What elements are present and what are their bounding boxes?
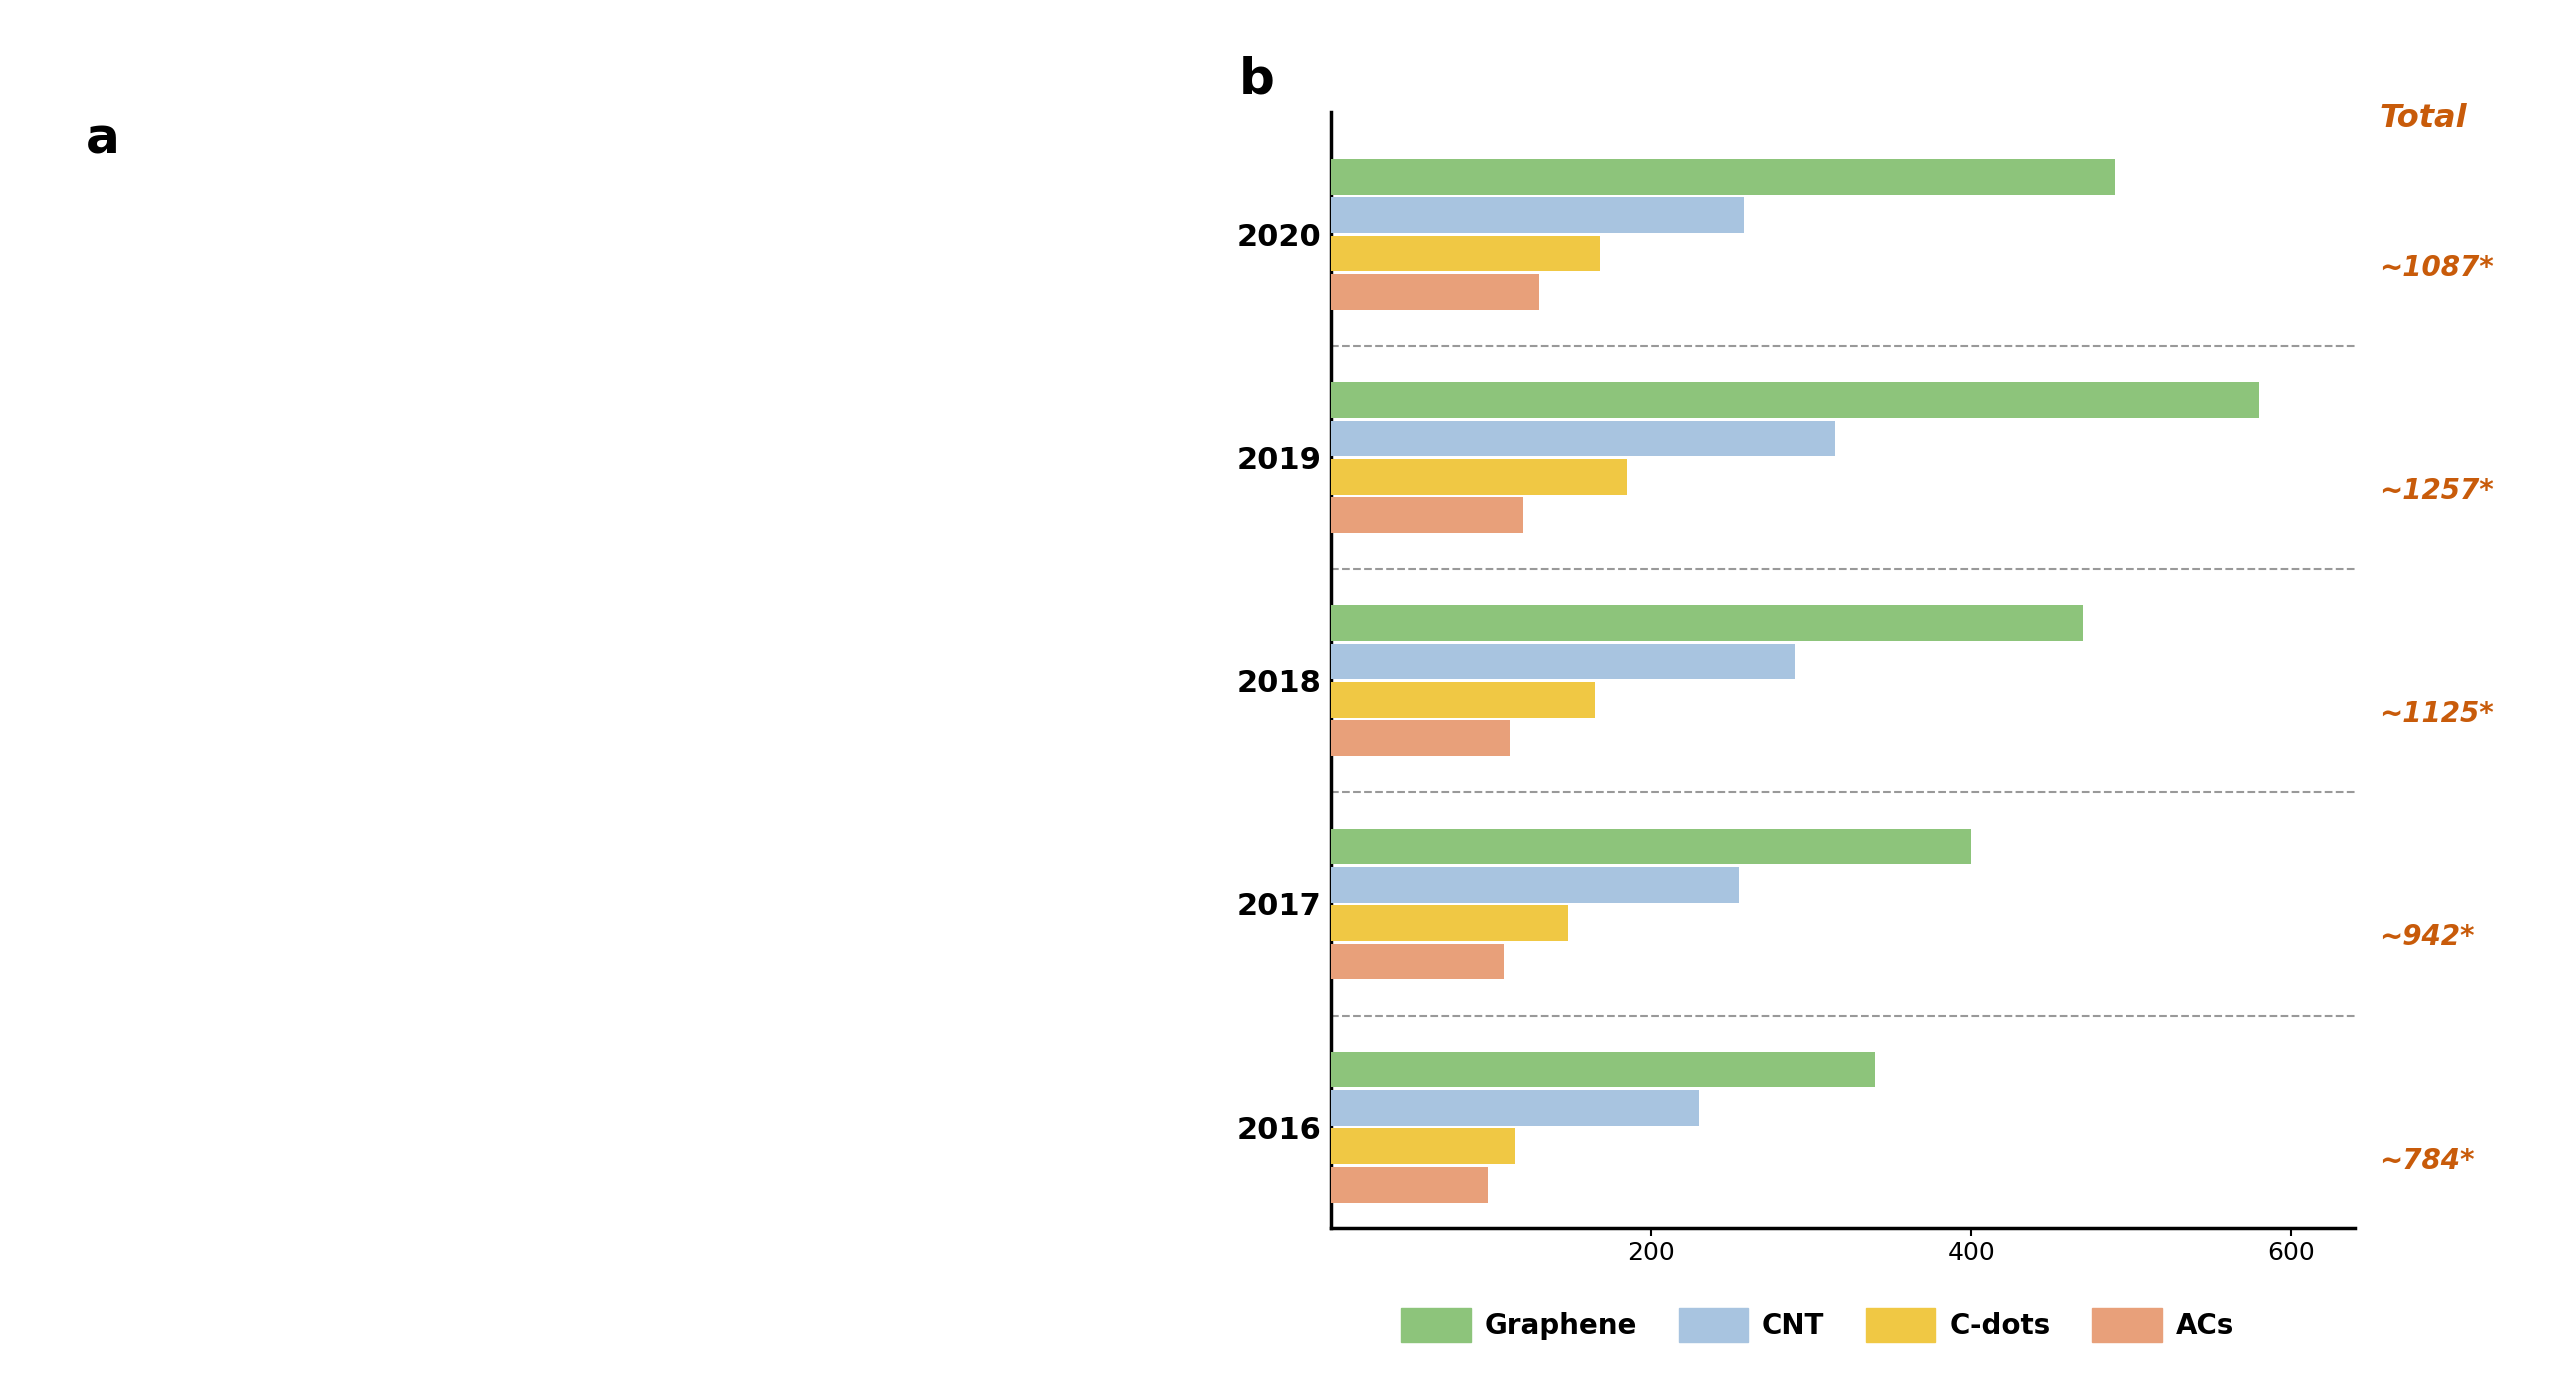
Bar <box>1331 1129 1516 1165</box>
Bar <box>1331 382 2260 418</box>
Text: ~942*: ~942* <box>2378 923 2476 951</box>
Text: b: b <box>1239 56 1275 103</box>
Bar <box>1331 497 1523 533</box>
Bar <box>1331 159 2115 195</box>
Bar <box>1331 829 1971 865</box>
Bar <box>1331 720 1510 756</box>
Bar <box>1331 682 1595 718</box>
Bar <box>1331 459 1628 495</box>
Text: a: a <box>84 116 120 163</box>
Text: ~1257*: ~1257* <box>2378 477 2493 505</box>
Bar <box>1331 866 1738 903</box>
Bar <box>1331 1089 1700 1126</box>
Text: Total: Total <box>2378 103 2468 134</box>
Text: ~1125*: ~1125* <box>2378 700 2493 728</box>
Bar <box>1331 643 1795 679</box>
Bar <box>1331 943 1505 979</box>
Bar <box>1331 605 2084 642</box>
Bar <box>1331 236 1600 272</box>
Bar <box>1331 905 1567 942</box>
Bar <box>1331 197 1743 233</box>
Bar <box>1331 273 1539 310</box>
Text: ~784*: ~784* <box>2378 1147 2476 1175</box>
Bar <box>1331 420 1836 456</box>
Bar <box>1331 1166 1487 1202</box>
Legend: Graphene, CNT, C-dots, ACs: Graphene, CNT, C-dots, ACs <box>1390 1297 2245 1353</box>
Bar <box>1331 1052 1876 1088</box>
Text: ~1087*: ~1087* <box>2378 254 2493 282</box>
